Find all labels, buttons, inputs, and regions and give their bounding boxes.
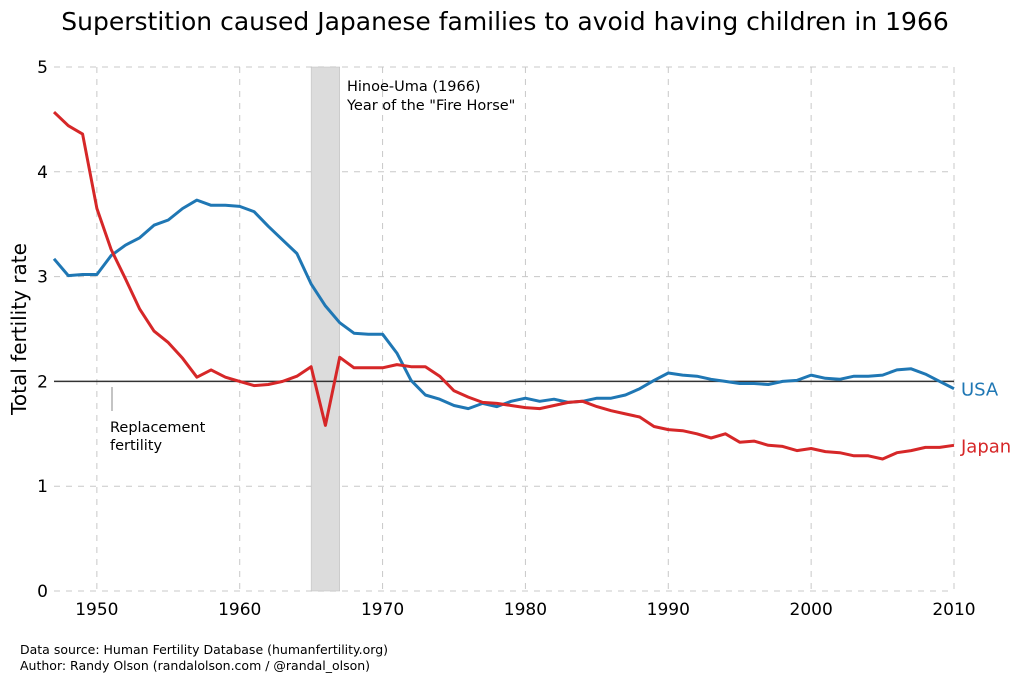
axis-ticks: 1950 1960 1970 1980 1990 2000 2010 0 1 2 3 4 5 [37,58,975,620]
footer-source: Data source: Human Fertility Database (h… [20,642,388,657]
x-tick-label: 1970 [361,600,404,620]
chart-title: Superstition caused Japanese families to… [61,7,949,36]
series-lines: USA Japan [52,111,1011,461]
hinoe-uma-band [310,66,340,592]
footer-author: Author: Randy Olson (randalolson.com / @… [20,658,370,673]
x-tick-label: 2010 [932,600,975,620]
replacement-label-line1: Replacement [110,420,206,436]
replacement-label-line2: fertility [110,438,162,454]
y-tick-label: 4 [37,163,48,183]
y-tick-label: 3 [37,268,48,288]
series-line-japan [52,111,955,461]
x-tick-label: 1960 [218,600,261,620]
series-label-japan: Japan [960,436,1011,457]
y-tick-label: 0 [37,582,48,602]
x-tick-label: 1980 [504,600,547,620]
band-label-line1: Hinoe-Uma (1966) [347,79,481,95]
y-tick-label: 1 [37,477,48,497]
y-tick-label: 2 [37,372,48,392]
x-tick-label: 1950 [75,600,118,620]
grid [54,66,955,592]
y-axis-label: Total fertility rate [7,243,31,416]
x-tick-label: 2000 [790,600,833,620]
series-label-usa: USA [961,380,999,401]
band-label-line2: Year of the "Fire Horse" [346,98,515,114]
y-tick-label: 5 [37,58,48,78]
series-line-usa [52,198,955,411]
x-tick-label: 1990 [647,600,690,620]
